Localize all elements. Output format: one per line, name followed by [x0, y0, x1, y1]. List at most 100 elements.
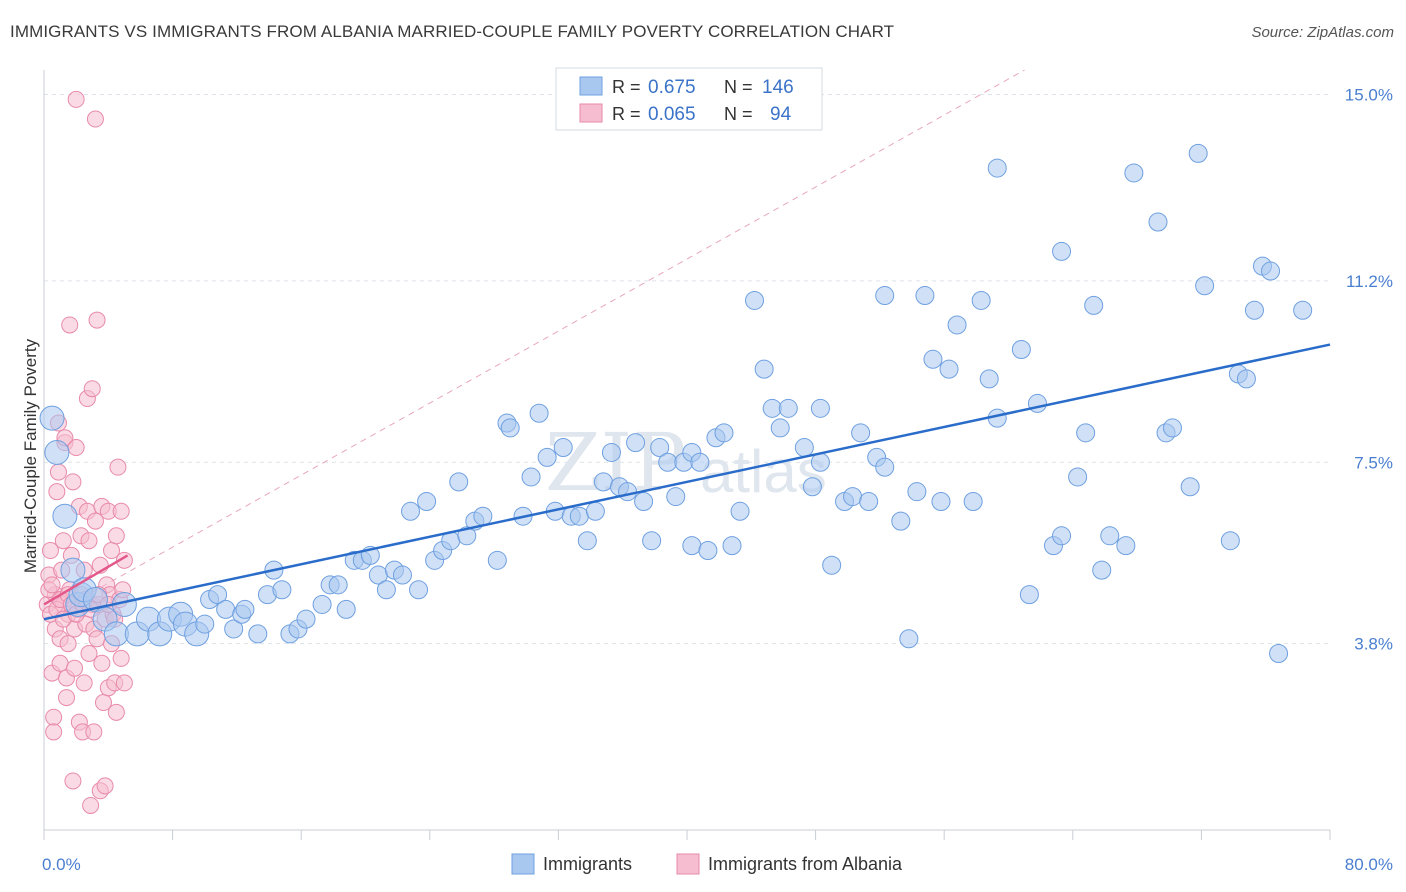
immigrant-point: [537, 447, 557, 467]
immigrant-point: [987, 158, 1007, 178]
albania-point: [66, 659, 84, 677]
immigrant-point: [770, 418, 790, 438]
albania-point: [86, 110, 104, 128]
immigrant-point: [794, 438, 814, 458]
bottom-legend-albania: Immigrants from Albania: [708, 854, 903, 874]
immigrant-point: [529, 403, 549, 423]
immigrant-point: [417, 491, 437, 511]
immigrant-point: [1261, 261, 1281, 281]
legend-n-value: 146: [762, 77, 794, 98]
y-tick-labels: 3.8% 7.5% 11.2% 15.0%: [1345, 86, 1393, 654]
albania-point: [85, 723, 103, 741]
immigrant-point: [1220, 531, 1240, 551]
immigrant-point: [312, 594, 332, 614]
immigrant-point: [754, 359, 774, 379]
albania-point: [83, 380, 101, 398]
immigrant-point: [208, 585, 228, 605]
bottom-legend-swatch-albania: [676, 853, 700, 875]
y-tick-label: 11.2%: [1346, 272, 1393, 291]
immigrant-point: [730, 501, 750, 521]
immigrant-point: [666, 487, 686, 507]
x-tick-label: 0.0%: [42, 855, 81, 874]
immigrant-point: [1148, 212, 1168, 232]
albania-point: [45, 723, 63, 741]
immigrant-point: [682, 536, 702, 556]
immigrant-point: [722, 536, 742, 556]
immigrant-point: [642, 531, 662, 551]
immigrant-point: [947, 315, 967, 335]
albania-point: [86, 512, 104, 530]
legend-r-value: 0.065: [648, 104, 696, 125]
immigrant-point: [626, 433, 646, 453]
reference-line: [43, 69, 1025, 620]
immigrant-point: [1269, 643, 1289, 663]
albania-point: [88, 311, 106, 329]
immigrant-point: [778, 398, 798, 418]
immigrant-point: [500, 418, 520, 438]
immigrant-point: [745, 290, 765, 310]
immigrant-point: [195, 614, 215, 634]
albania-point: [107, 527, 125, 545]
albania-point: [112, 649, 130, 667]
immigrant-point: [553, 438, 573, 458]
immigrant-point: [915, 286, 935, 306]
immigrant-point: [328, 575, 348, 595]
albania-point: [67, 90, 85, 108]
bottom-legend: Immigrants Immigrants from Albania: [511, 853, 903, 875]
immigrant-point: [1195, 276, 1215, 296]
immigrant-point: [618, 482, 638, 502]
chart-title: IMMIGRANTS VS IMMIGRANTS FROM ALBANIA MA…: [10, 22, 895, 41]
albania-point: [80, 644, 98, 662]
albania-point: [109, 458, 127, 476]
axes: [43, 70, 1331, 840]
immigrant-point: [449, 472, 469, 492]
immigrant-point: [939, 359, 959, 379]
immigrant-point: [473, 506, 493, 526]
albania-point: [115, 551, 133, 569]
immigrant-point: [810, 398, 830, 418]
immigrant-point: [1100, 526, 1120, 546]
immigrant-point: [593, 472, 613, 492]
immigrant-point: [60, 557, 86, 583]
immigrant-point: [963, 491, 983, 511]
immigrant-point: [52, 503, 78, 529]
legend-swatch-albania: [579, 103, 603, 123]
immigrant-point: [875, 286, 895, 306]
legend-r-value: 0.675: [648, 77, 696, 98]
immigrant-point: [1019, 585, 1039, 605]
immigrant-point: [859, 491, 879, 511]
immigrant-point: [1162, 418, 1182, 438]
immigrant-point: [216, 599, 236, 619]
y-tick-label: 15.0%: [1345, 86, 1393, 105]
immigrant-point: [931, 491, 951, 511]
immigrant-point: [979, 369, 999, 389]
immigrant-point: [601, 442, 621, 462]
legend-n-value: 94: [770, 104, 792, 125]
immigrant-point: [577, 531, 597, 551]
immigrant-point: [1244, 300, 1264, 320]
x-tick-label: 80.0%: [1345, 855, 1393, 874]
albania-point: [80, 532, 98, 550]
immigrant-point: [392, 565, 412, 585]
immigrant-point: [248, 624, 268, 644]
legend: R = 0.675 N = 146 R = 0.065 N = 94: [555, 67, 823, 131]
immigrant-point: [235, 599, 255, 619]
reference-diagonal: [43, 69, 1025, 620]
immigrant-point: [457, 526, 477, 546]
legend-swatch-immigrants: [579, 76, 603, 96]
albania-point: [43, 576, 61, 594]
legend-n-label: N =: [724, 77, 753, 97]
immigrants-trend-line: [43, 343, 1331, 621]
immigrant-point: [1293, 300, 1313, 320]
immigrant-point: [487, 550, 507, 570]
immigrant-point: [1052, 241, 1072, 261]
immigrant-point: [401, 501, 421, 521]
immigrant-point: [376, 580, 396, 600]
albania-point: [64, 772, 82, 790]
albania-point: [48, 483, 66, 501]
albania-point: [115, 674, 133, 692]
immigrant-point: [875, 457, 895, 477]
immigrant-point: [1236, 369, 1256, 389]
immigrant-point: [44, 439, 70, 465]
albania-point: [54, 532, 72, 550]
